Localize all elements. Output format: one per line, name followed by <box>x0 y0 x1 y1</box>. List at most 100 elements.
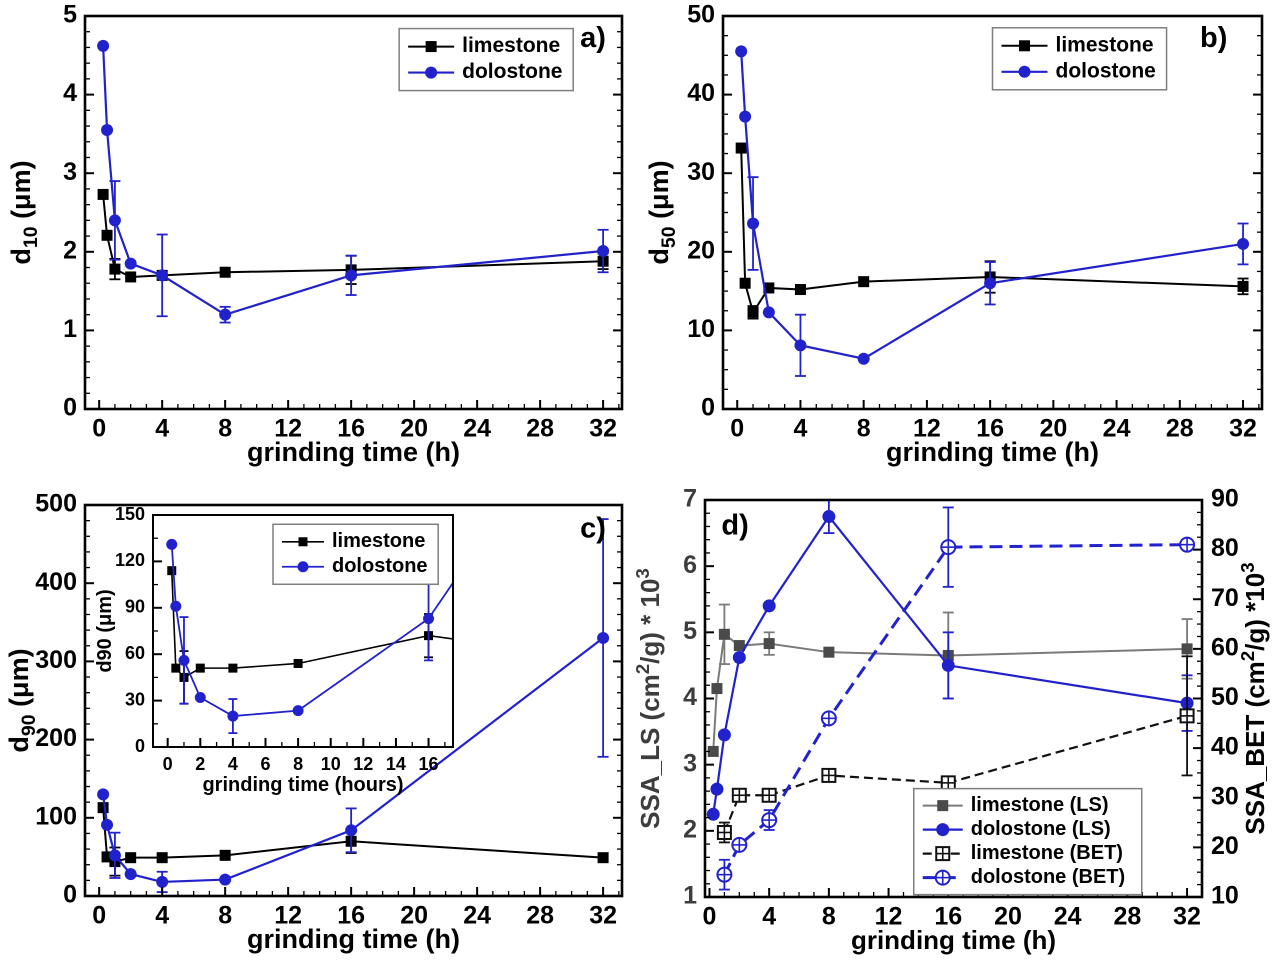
marker-circle <box>1018 65 1031 78</box>
svg-text:8: 8 <box>218 415 232 443</box>
svg-text:4: 4 <box>683 683 697 711</box>
svg-text:12: 12 <box>353 754 373 774</box>
marker-circle <box>166 538 178 550</box>
svg-text:6: 6 <box>260 754 270 774</box>
marker-circle <box>706 807 720 821</box>
svg-text:16: 16 <box>976 415 1004 443</box>
marker-square <box>735 142 747 154</box>
marker-circle <box>345 269 358 282</box>
legend: limestone dolostone <box>272 523 439 586</box>
marker-square <box>747 306 759 318</box>
svg-text:0: 0 <box>703 903 717 931</box>
svg-text:150: 150 <box>115 504 145 524</box>
legend-label: dolostone <box>462 60 562 83</box>
legend-box <box>272 523 439 586</box>
marker-square <box>823 646 835 658</box>
marker-circle <box>710 782 724 796</box>
series-line <box>102 194 604 278</box>
svg-text:20: 20 <box>994 903 1022 931</box>
marker-circle <box>97 788 110 801</box>
marker-square <box>597 852 609 864</box>
marker-circle <box>156 269 169 282</box>
marker-circle <box>597 631 610 644</box>
svg-text:60: 60 <box>125 643 145 663</box>
svg-text:0: 0 <box>730 415 744 443</box>
svg-text:14: 14 <box>386 754 406 774</box>
marker-circle <box>292 705 304 717</box>
marker-square <box>171 663 181 673</box>
svg-text:70: 70 <box>1211 584 1239 612</box>
legend-label: limestone <box>1056 33 1154 56</box>
marker-square <box>97 188 109 200</box>
y-axis-label: d90 (μm) <box>94 589 116 672</box>
marker-circle <box>108 214 121 227</box>
svg-text:50: 50 <box>1211 683 1239 711</box>
svg-text:2: 2 <box>195 754 205 774</box>
marker-square <box>858 276 870 288</box>
marker-square <box>763 638 775 650</box>
svg-text:16: 16 <box>419 754 439 774</box>
svg-text:32: 32 <box>1173 903 1201 931</box>
series-dolostone <box>97 518 610 893</box>
svg-text:28: 28 <box>1113 903 1141 931</box>
y-axis-label: SSA_LS (cm2/g) * 103 <box>632 568 665 829</box>
series-line <box>712 514 1188 815</box>
legend-label: dolostone <box>332 555 428 577</box>
marker-circle <box>297 561 309 573</box>
svg-text:0: 0 <box>63 394 77 422</box>
series-limestone-bet- <box>716 655 1195 844</box>
svg-text:24: 24 <box>1054 903 1082 931</box>
svg-text:12: 12 <box>875 903 903 931</box>
series-line <box>170 544 453 717</box>
svg-text:1: 1 <box>683 882 697 910</box>
x-axis-label: grinding time (hours) <box>202 774 403 796</box>
x-axis: 0 2 4 6 8 10 12 14 16 <box>163 738 446 774</box>
marker-circle <box>194 692 206 704</box>
marker-circle <box>597 245 610 258</box>
y-axis-label: d10 (μm) <box>6 160 42 264</box>
marker-square <box>1019 40 1030 52</box>
y-axis-label: d50 (μm) <box>644 160 680 264</box>
series-dolostone <box>735 45 1250 377</box>
marker-circle <box>732 650 746 664</box>
legend-box <box>991 27 1168 91</box>
series-layer <box>166 538 453 734</box>
marker-circle <box>1237 237 1250 250</box>
legend-label: dolostone <box>1056 59 1156 82</box>
svg-text:12: 12 <box>274 902 302 930</box>
y-axis-left: 0 10 20 30 40 50 <box>687 1 1262 422</box>
marker-circle <box>178 654 190 666</box>
marker-circle <box>762 599 776 613</box>
svg-text:3: 3 <box>63 158 77 186</box>
svg-text:0: 0 <box>92 902 106 930</box>
svg-text:0: 0 <box>163 754 173 774</box>
marker-square <box>739 277 751 289</box>
svg-text:90: 90 <box>125 597 145 617</box>
marker-circle <box>97 39 110 52</box>
marker-circle <box>735 45 748 58</box>
svg-text:90: 90 <box>1211 485 1239 513</box>
svg-text:7: 7 <box>683 485 697 513</box>
marker-circle <box>219 308 232 321</box>
svg-text:50: 50 <box>687 1 715 29</box>
legend-box <box>398 27 574 92</box>
svg-text:300: 300 <box>35 646 77 674</box>
marker-circle <box>108 849 121 862</box>
svg-text:100: 100 <box>35 802 77 830</box>
svg-text:32: 32 <box>1229 415 1257 443</box>
x-axis-label: grinding time (h) <box>886 437 1099 467</box>
svg-text:30: 30 <box>1211 782 1239 810</box>
marker-square <box>156 852 168 864</box>
marker-circle <box>941 658 955 672</box>
marker-square <box>763 282 775 294</box>
marker-square <box>219 266 231 278</box>
svg-text:20: 20 <box>400 902 428 930</box>
panel-letter: b) <box>1200 22 1227 54</box>
marker-square <box>1181 643 1193 655</box>
marker-square <box>425 41 437 53</box>
marker-square <box>228 663 238 673</box>
series-line <box>740 51 1244 360</box>
y-axis-label-right: SSA_BET (cm2/g) *103 <box>1237 562 1270 834</box>
marker-circle <box>857 352 870 365</box>
